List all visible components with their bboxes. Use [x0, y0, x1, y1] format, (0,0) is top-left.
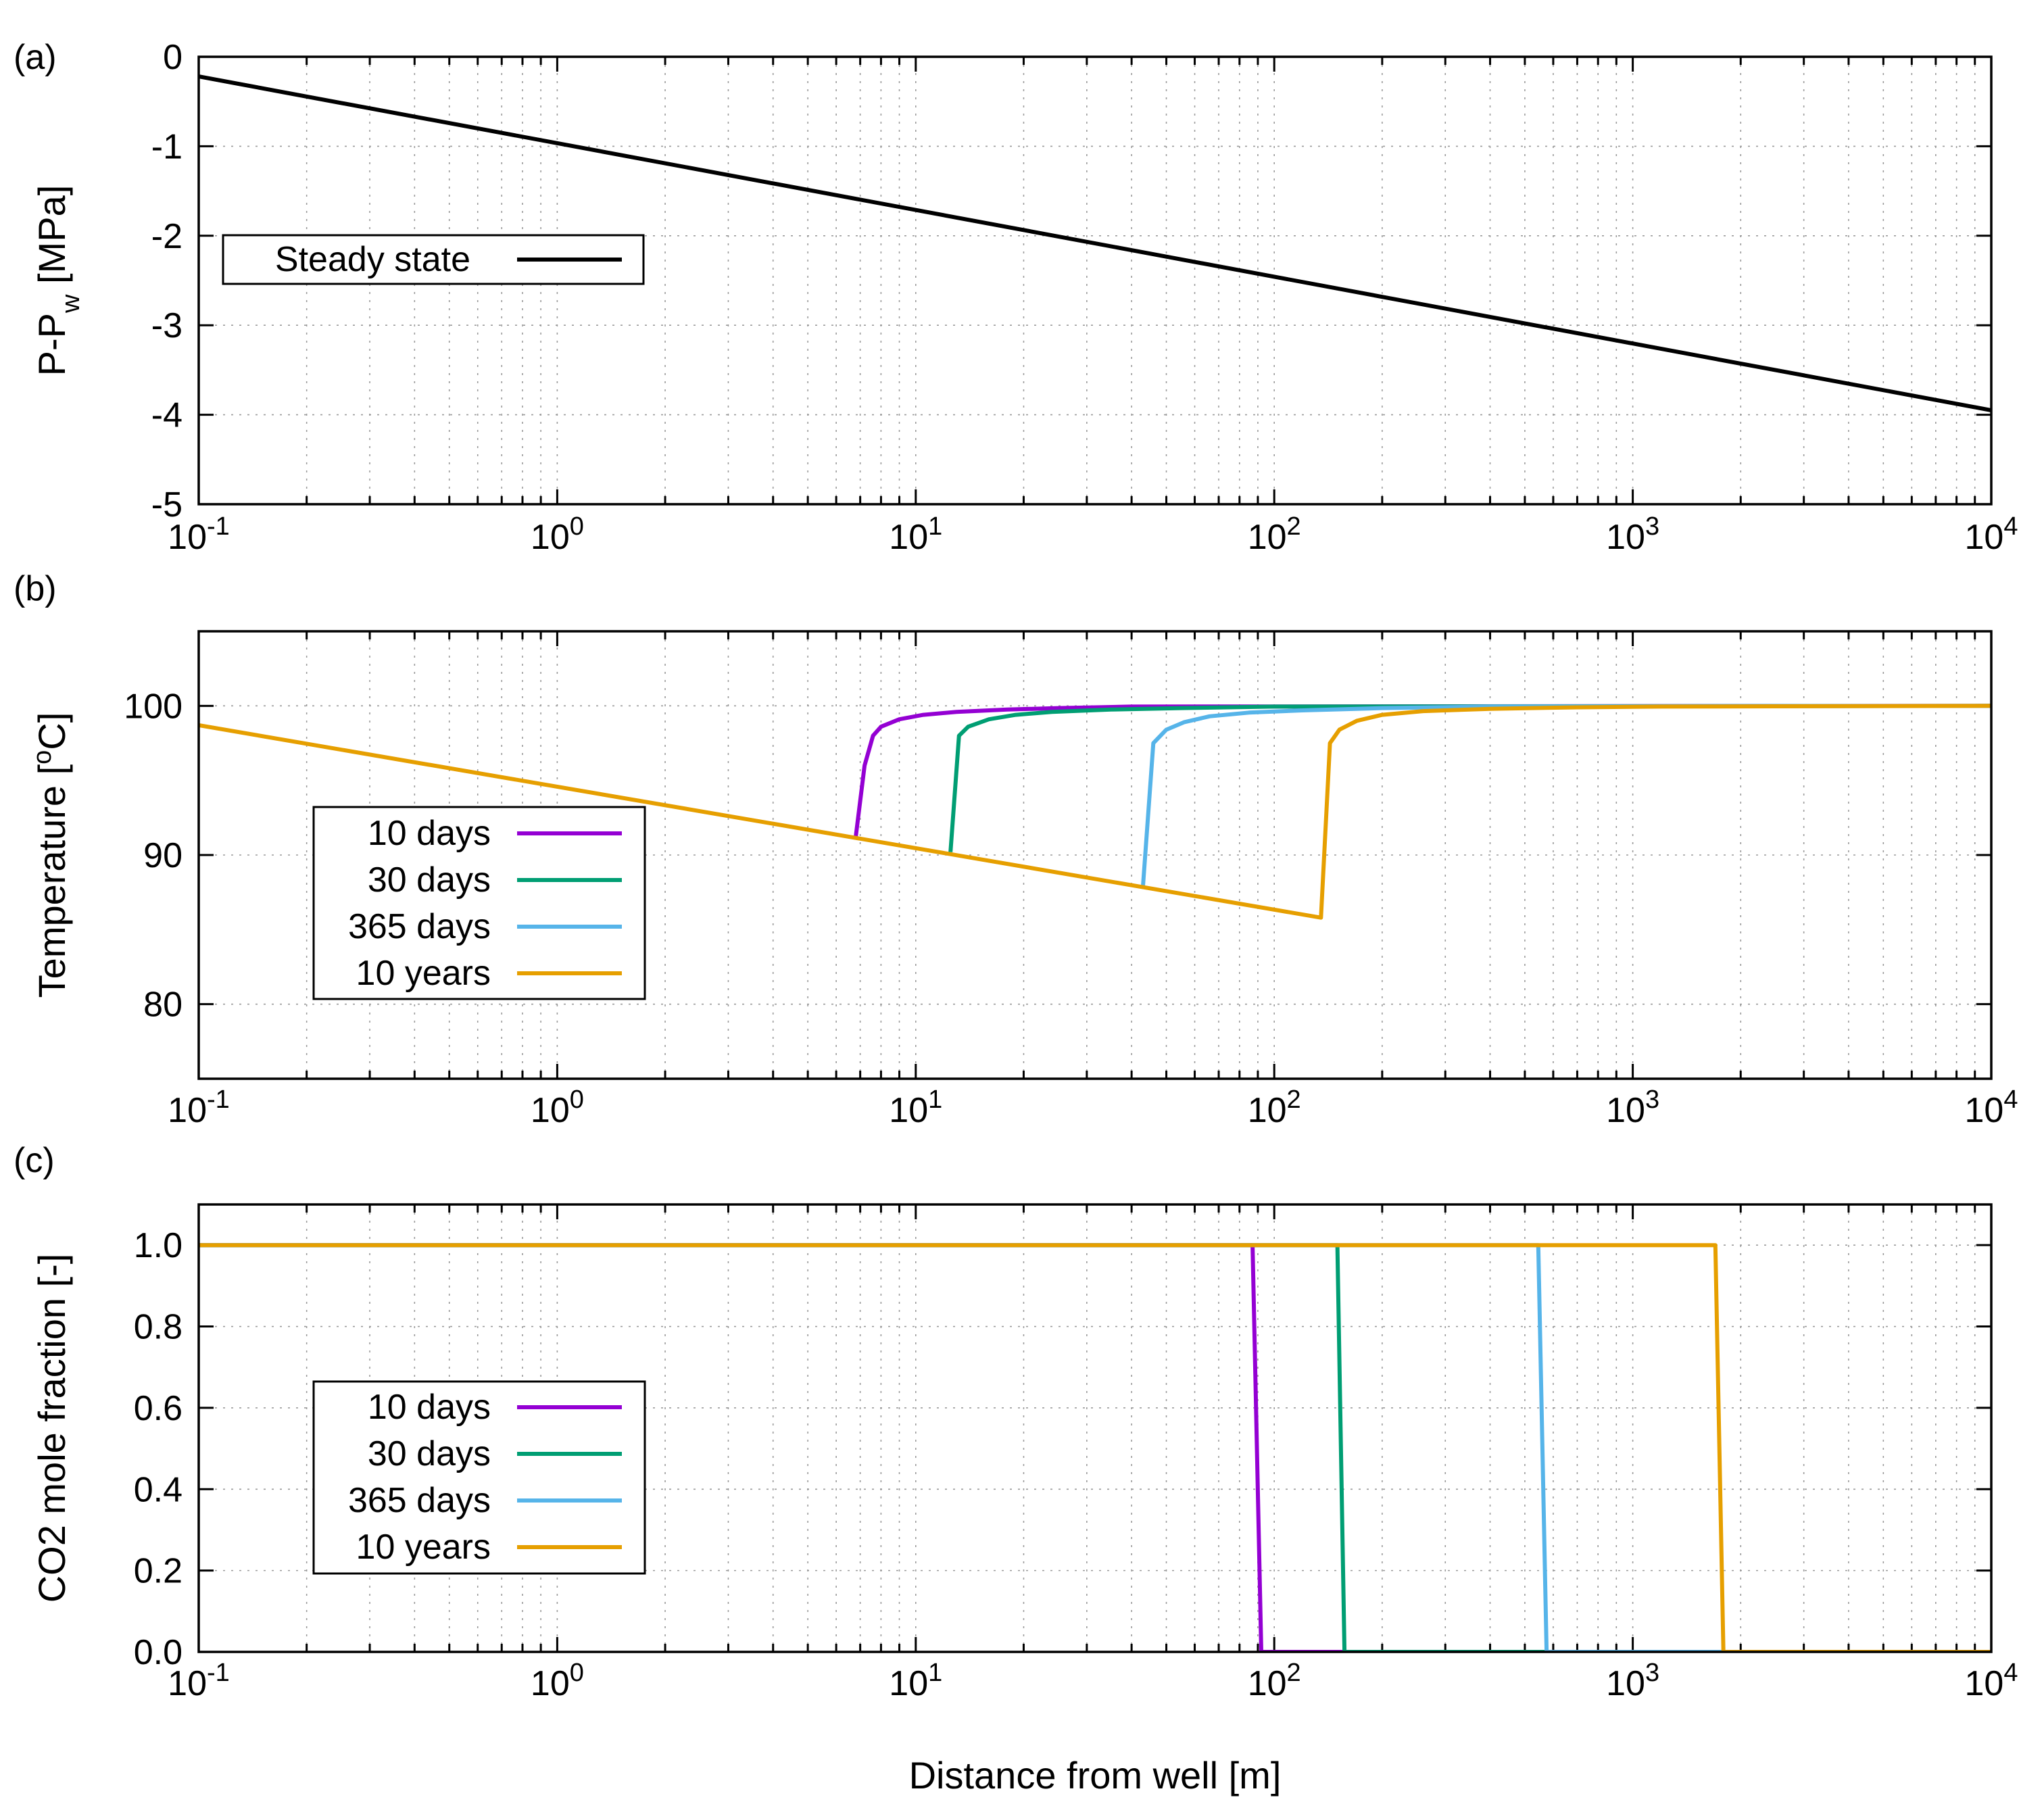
legend-label-365-days: 365 days: [348, 1481, 491, 1520]
legend-label-365-days: 365 days: [348, 907, 491, 946]
legend-label-10-days: 10 days: [368, 1388, 491, 1427]
y-tick-label: 1.0: [134, 1226, 182, 1265]
series-line-10-days: [854, 704, 1991, 837]
x-tick-label: 102: [1248, 1659, 1301, 1703]
panel-a-ytick-labels: 0 -1 -2 -3 -4 -5: [151, 38, 182, 524]
x-axis-label: Distance from well [m]: [909, 1754, 1282, 1797]
panel-b-xtick-labels: 10-1 100 101 102 103 104: [168, 1085, 2018, 1130]
series-line-10-years: [199, 704, 1991, 920]
y-tick-label: 0.2: [134, 1552, 182, 1591]
x-tick-label: 100: [531, 1085, 584, 1130]
y-tick-label: -5: [151, 485, 182, 524]
legend-label-10-years: 10 years: [356, 954, 491, 993]
panel-b-legend: 10 days 30 days 365 days 10 years: [312, 806, 646, 1000]
y-tick-label: 80: [143, 985, 182, 1025]
y-tick-label: 0.0: [134, 1633, 182, 1672]
legend-label-30-days: 30 days: [368, 1434, 491, 1473]
y-tick-label: -4: [151, 396, 182, 435]
panel-a-xtick-labels: 10-1 100 101 102 103 104: [168, 512, 2018, 557]
panel-c-legend: 10 days 30 days 365 days 10 years: [312, 1380, 646, 1575]
panel-c-xtick-labels: 10-1 100 101 102 103 104: [168, 1659, 2018, 1703]
panel-a-label: (a): [14, 38, 57, 77]
y-tick-label: -3: [151, 306, 182, 345]
x-tick-label: 100: [531, 1659, 584, 1703]
legend-label-steady-state: Steady state: [275, 240, 470, 279]
y-tick-label: 0.4: [134, 1470, 182, 1509]
x-tick-label: 103: [1606, 1659, 1659, 1703]
panel-c: 0.0 0.2 0.4 0.6 0.8 1.0 10-1 100 101 102 103 104 (…: [14, 1141, 2018, 1703]
y-tick-label: 100: [124, 687, 182, 726]
x-tick-label: 103: [1606, 1085, 1659, 1130]
x-tick-label: 10-1: [168, 1659, 230, 1703]
x-tick-label: 100: [531, 512, 584, 557]
x-tick-label: 10-1: [168, 512, 230, 557]
legend-label-10-years: 10 years: [356, 1528, 491, 1567]
y-tick-label: -2: [151, 217, 182, 256]
x-tick-label: 10-1: [168, 1085, 230, 1130]
x-tick-label: 101: [889, 512, 942, 557]
legend-label-30-days: 30 days: [368, 860, 491, 900]
panel-b-frame: [197, 630, 1993, 1080]
y-tick-label: 0.8: [134, 1308, 182, 1347]
panel-b-ylabel: Temperature [oC]: [28, 712, 73, 998]
x-tick-label: 101: [889, 1659, 942, 1703]
panel-a-ylabel: P-Pw [MPa]: [30, 185, 85, 376]
x-tick-label: 104: [1965, 512, 2018, 557]
panel-c-series: [199, 1243, 1991, 1652]
series-line-365-days: [1140, 704, 1991, 888]
x-tick-label: 101: [889, 1085, 942, 1130]
x-tick-label: 103: [1606, 512, 1659, 557]
panel-c-grid: [199, 1204, 1991, 1652]
y-tick-label: 90: [143, 836, 182, 875]
x-tick-label: 102: [1248, 1085, 1301, 1130]
y-tick-label: -1: [151, 127, 182, 166]
x-tick-label: 104: [1965, 1085, 2018, 1130]
panel-c-label: (c): [14, 1141, 55, 1180]
panel-c-ytick-labels: 0.0 0.2 0.4 0.6 0.8 1.0: [134, 1226, 182, 1672]
y-tick-label: 0: [163, 38, 182, 77]
panel-a-frame: [197, 55, 1993, 506]
legend-label-10-days: 10 days: [368, 814, 491, 853]
panel-b-ytick-labels: 80 90 100: [124, 687, 182, 1024]
series-line-10-years: [199, 1243, 1991, 1652]
panel-b-series: [199, 704, 1991, 920]
series-line-30-days: [948, 704, 1991, 852]
panel-b-label: (b): [14, 569, 57, 608]
panel-a: 0 -1 -2 -3 -4 -5 10-1 100 101 102 103 104 (a) P-Pw…: [14, 38, 2018, 557]
y-tick-label: 0.6: [134, 1389, 182, 1428]
series-line-steady-state: [199, 74, 1991, 412]
x-tick-label: 102: [1248, 512, 1301, 557]
panel-b: 80 90 100 10-1 100 101 102 103 104 (b) Temperat…: [14, 569, 2018, 1130]
panel-a-legend: Steady state: [222, 234, 645, 285]
panel-a-grid: [199, 57, 1991, 504]
x-tick-label: 104: [1965, 1659, 2018, 1703]
panel-a-series: [199, 74, 1991, 412]
panel-c-frame: [197, 1203, 1993, 1653]
panel-c-ylabel: CO2 mole fraction [-]: [30, 1254, 73, 1603]
